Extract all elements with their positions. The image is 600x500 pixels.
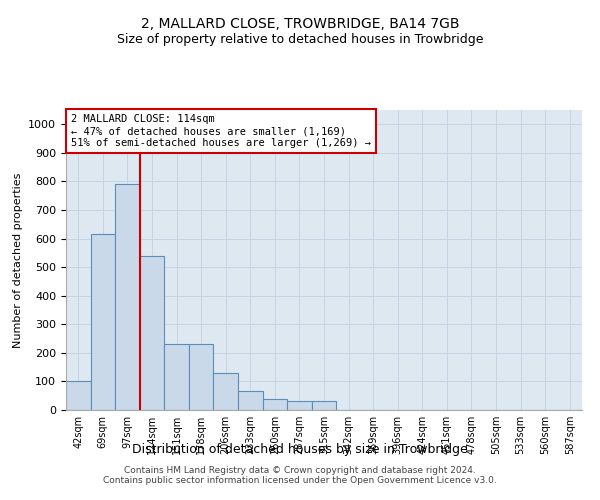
Text: Size of property relative to detached houses in Trowbridge: Size of property relative to detached ho… (117, 32, 483, 46)
Bar (140, 256, 164, 410)
Bar (263, 398, 287, 410)
Text: 2 MALLARD CLOSE: 114sqm
← 47% of detached houses are smaller (1,169)
51% of semi: 2 MALLARD CLOSE: 114sqm ← 47% of detache… (71, 114, 371, 148)
Bar (238, 392, 263, 410)
Bar (66, 382, 91, 410)
Bar (91, 234, 115, 410)
Text: 2, MALLARD CLOSE, TROWBRIDGE, BA14 7GB: 2, MALLARD CLOSE, TROWBRIDGE, BA14 7GB (141, 18, 459, 32)
Y-axis label: Number of detached properties: Number of detached properties (13, 172, 23, 348)
Text: Distribution of detached houses by size in Trowbridge: Distribution of detached houses by size … (132, 444, 468, 456)
Bar (312, 402, 336, 410)
Bar (189, 344, 214, 410)
Bar (287, 402, 312, 410)
Bar (115, 184, 140, 410)
Bar (164, 344, 189, 410)
Bar (214, 373, 238, 410)
Text: Contains HM Land Registry data © Crown copyright and database right 2024.
Contai: Contains HM Land Registry data © Crown c… (103, 466, 497, 485)
